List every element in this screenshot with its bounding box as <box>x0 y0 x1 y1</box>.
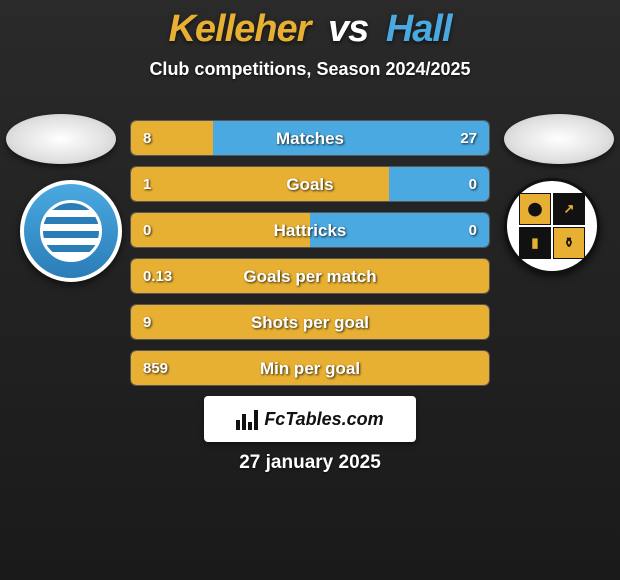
club-badge-right-shield: ⬤ ↗ ▮ ⚱ <box>519 193 585 259</box>
title-vs: vs <box>328 8 368 50</box>
title-player2: Hall <box>386 8 452 50</box>
stat-bar-right <box>310 213 489 247</box>
stat-bar-left <box>131 351 489 385</box>
club-badge-right: ⬤ ↗ ▮ ⚱ <box>504 178 600 274</box>
stats-bars: Matches827 Goals10 Hattricks00 Goals per ma… <box>130 120 490 396</box>
stat-row: Hattricks00 <box>130 212 490 248</box>
stat-bar-left <box>131 305 489 339</box>
stat-row: Goals per match0.13 <box>130 258 490 294</box>
player1-avatar-placeholder <box>6 114 116 164</box>
stat-bar-left <box>131 167 389 201</box>
date-text: 27 january 2025 <box>0 452 620 474</box>
club-badge-left <box>20 180 122 282</box>
subtitle: Club competitions, Season 2024/2025 <box>0 59 620 80</box>
shield-q3: ▮ <box>519 227 551 259</box>
stat-row: Min per goal859 <box>130 350 490 386</box>
brand-chart-icon <box>236 408 258 430</box>
shield-q2: ↗ <box>553 193 585 225</box>
shield-q1: ⬤ <box>519 193 551 225</box>
brand-text: FcTables.com <box>264 409 383 430</box>
stat-bar-left <box>131 213 310 247</box>
shield-q4: ⚱ <box>553 227 585 259</box>
stat-bar-right <box>213 121 489 155</box>
player2-avatar-placeholder <box>504 114 614 164</box>
club-badge-left-stripes <box>40 200 102 262</box>
page-title: Kelleher vs Hall <box>0 0 620 51</box>
comparison-infographic: Kelleher vs Hall Club competitions, Seas… <box>0 0 620 580</box>
stat-row: Matches827 <box>130 120 490 156</box>
stat-row: Goals10 <box>130 166 490 202</box>
stat-bar-left <box>131 121 213 155</box>
brand-badge: FcTables.com <box>204 396 416 442</box>
stat-row: Shots per goal9 <box>130 304 490 340</box>
title-player1: Kelleher <box>168 8 310 50</box>
stat-bar-left <box>131 259 489 293</box>
stat-bar-right <box>389 167 489 201</box>
